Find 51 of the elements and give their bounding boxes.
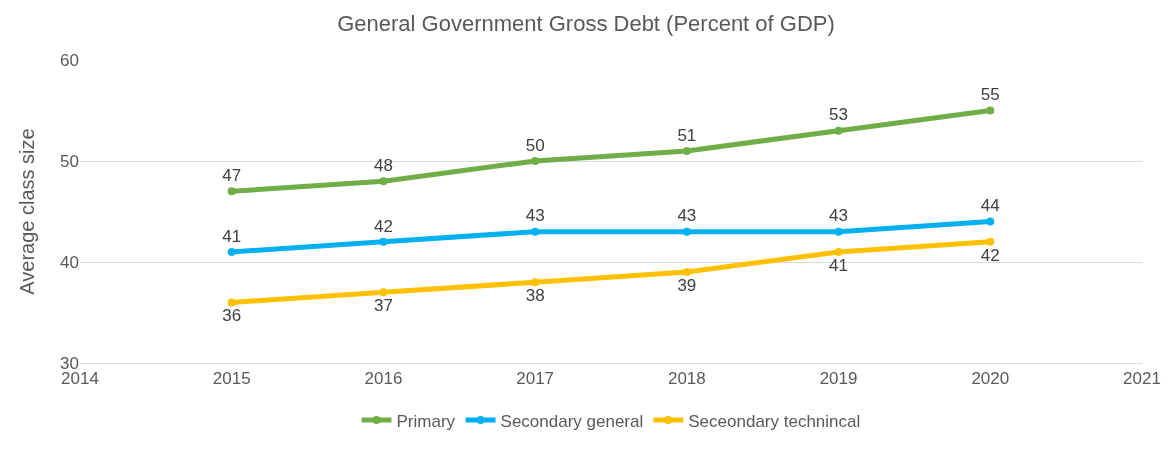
x-tick-label: 2020 bbox=[971, 369, 1010, 389]
point bbox=[379, 177, 388, 186]
legend-label: Primary bbox=[396, 411, 456, 431]
y-axis-title: Average class size bbox=[15, 128, 38, 295]
data-label: 44 bbox=[980, 196, 1000, 216]
legend-label: Seceondary technincal bbox=[688, 411, 861, 431]
point bbox=[986, 106, 995, 115]
data-label: 53 bbox=[829, 105, 849, 125]
legend-label: Secondary general bbox=[500, 411, 644, 431]
point bbox=[379, 237, 388, 246]
data-label: 43 bbox=[525, 206, 545, 226]
data-label: 50 bbox=[525, 135, 545, 155]
data-label: 37 bbox=[373, 296, 393, 316]
data-label: 41 bbox=[222, 226, 242, 246]
data-label: 55 bbox=[980, 85, 1000, 105]
data-label: 43 bbox=[677, 206, 697, 226]
x-tick-label: 2016 bbox=[364, 369, 403, 389]
data-label: 39 bbox=[677, 275, 697, 295]
x-tick-label: 2017 bbox=[516, 369, 555, 389]
data-label: 51 bbox=[677, 125, 697, 145]
y-tick-label: 60 bbox=[60, 50, 79, 70]
data-label: 36 bbox=[222, 306, 242, 326]
y-tick-label: 40 bbox=[60, 252, 79, 272]
data-label: 48 bbox=[373, 155, 393, 175]
point bbox=[227, 247, 236, 256]
y-tick-label: 50 bbox=[60, 151, 79, 171]
point bbox=[379, 288, 388, 297]
x-tick-label: 2015 bbox=[212, 369, 251, 389]
data-label: 41 bbox=[829, 255, 849, 275]
point bbox=[227, 298, 236, 307]
data-label: 38 bbox=[525, 285, 545, 305]
point bbox=[834, 126, 843, 135]
point bbox=[986, 217, 995, 226]
x-tick-label: 2019 bbox=[819, 369, 858, 389]
point bbox=[531, 157, 540, 165]
point bbox=[682, 227, 691, 236]
point bbox=[531, 227, 540, 236]
x-tick-label: 2021 bbox=[1123, 369, 1161, 389]
data-label: 42 bbox=[373, 216, 393, 236]
data-label: 42 bbox=[980, 245, 1000, 265]
point bbox=[986, 237, 995, 246]
point bbox=[834, 247, 843, 256]
data-label: 43 bbox=[829, 206, 849, 226]
point bbox=[531, 278, 540, 287]
point bbox=[682, 146, 691, 155]
point bbox=[227, 187, 236, 196]
point bbox=[834, 227, 843, 236]
point bbox=[682, 268, 691, 277]
data-label: 47 bbox=[222, 166, 242, 186]
x-tick-label: 2018 bbox=[667, 369, 706, 389]
chart-title: General Government Gross Debt (Percent of GDP) bbox=[337, 11, 835, 37]
